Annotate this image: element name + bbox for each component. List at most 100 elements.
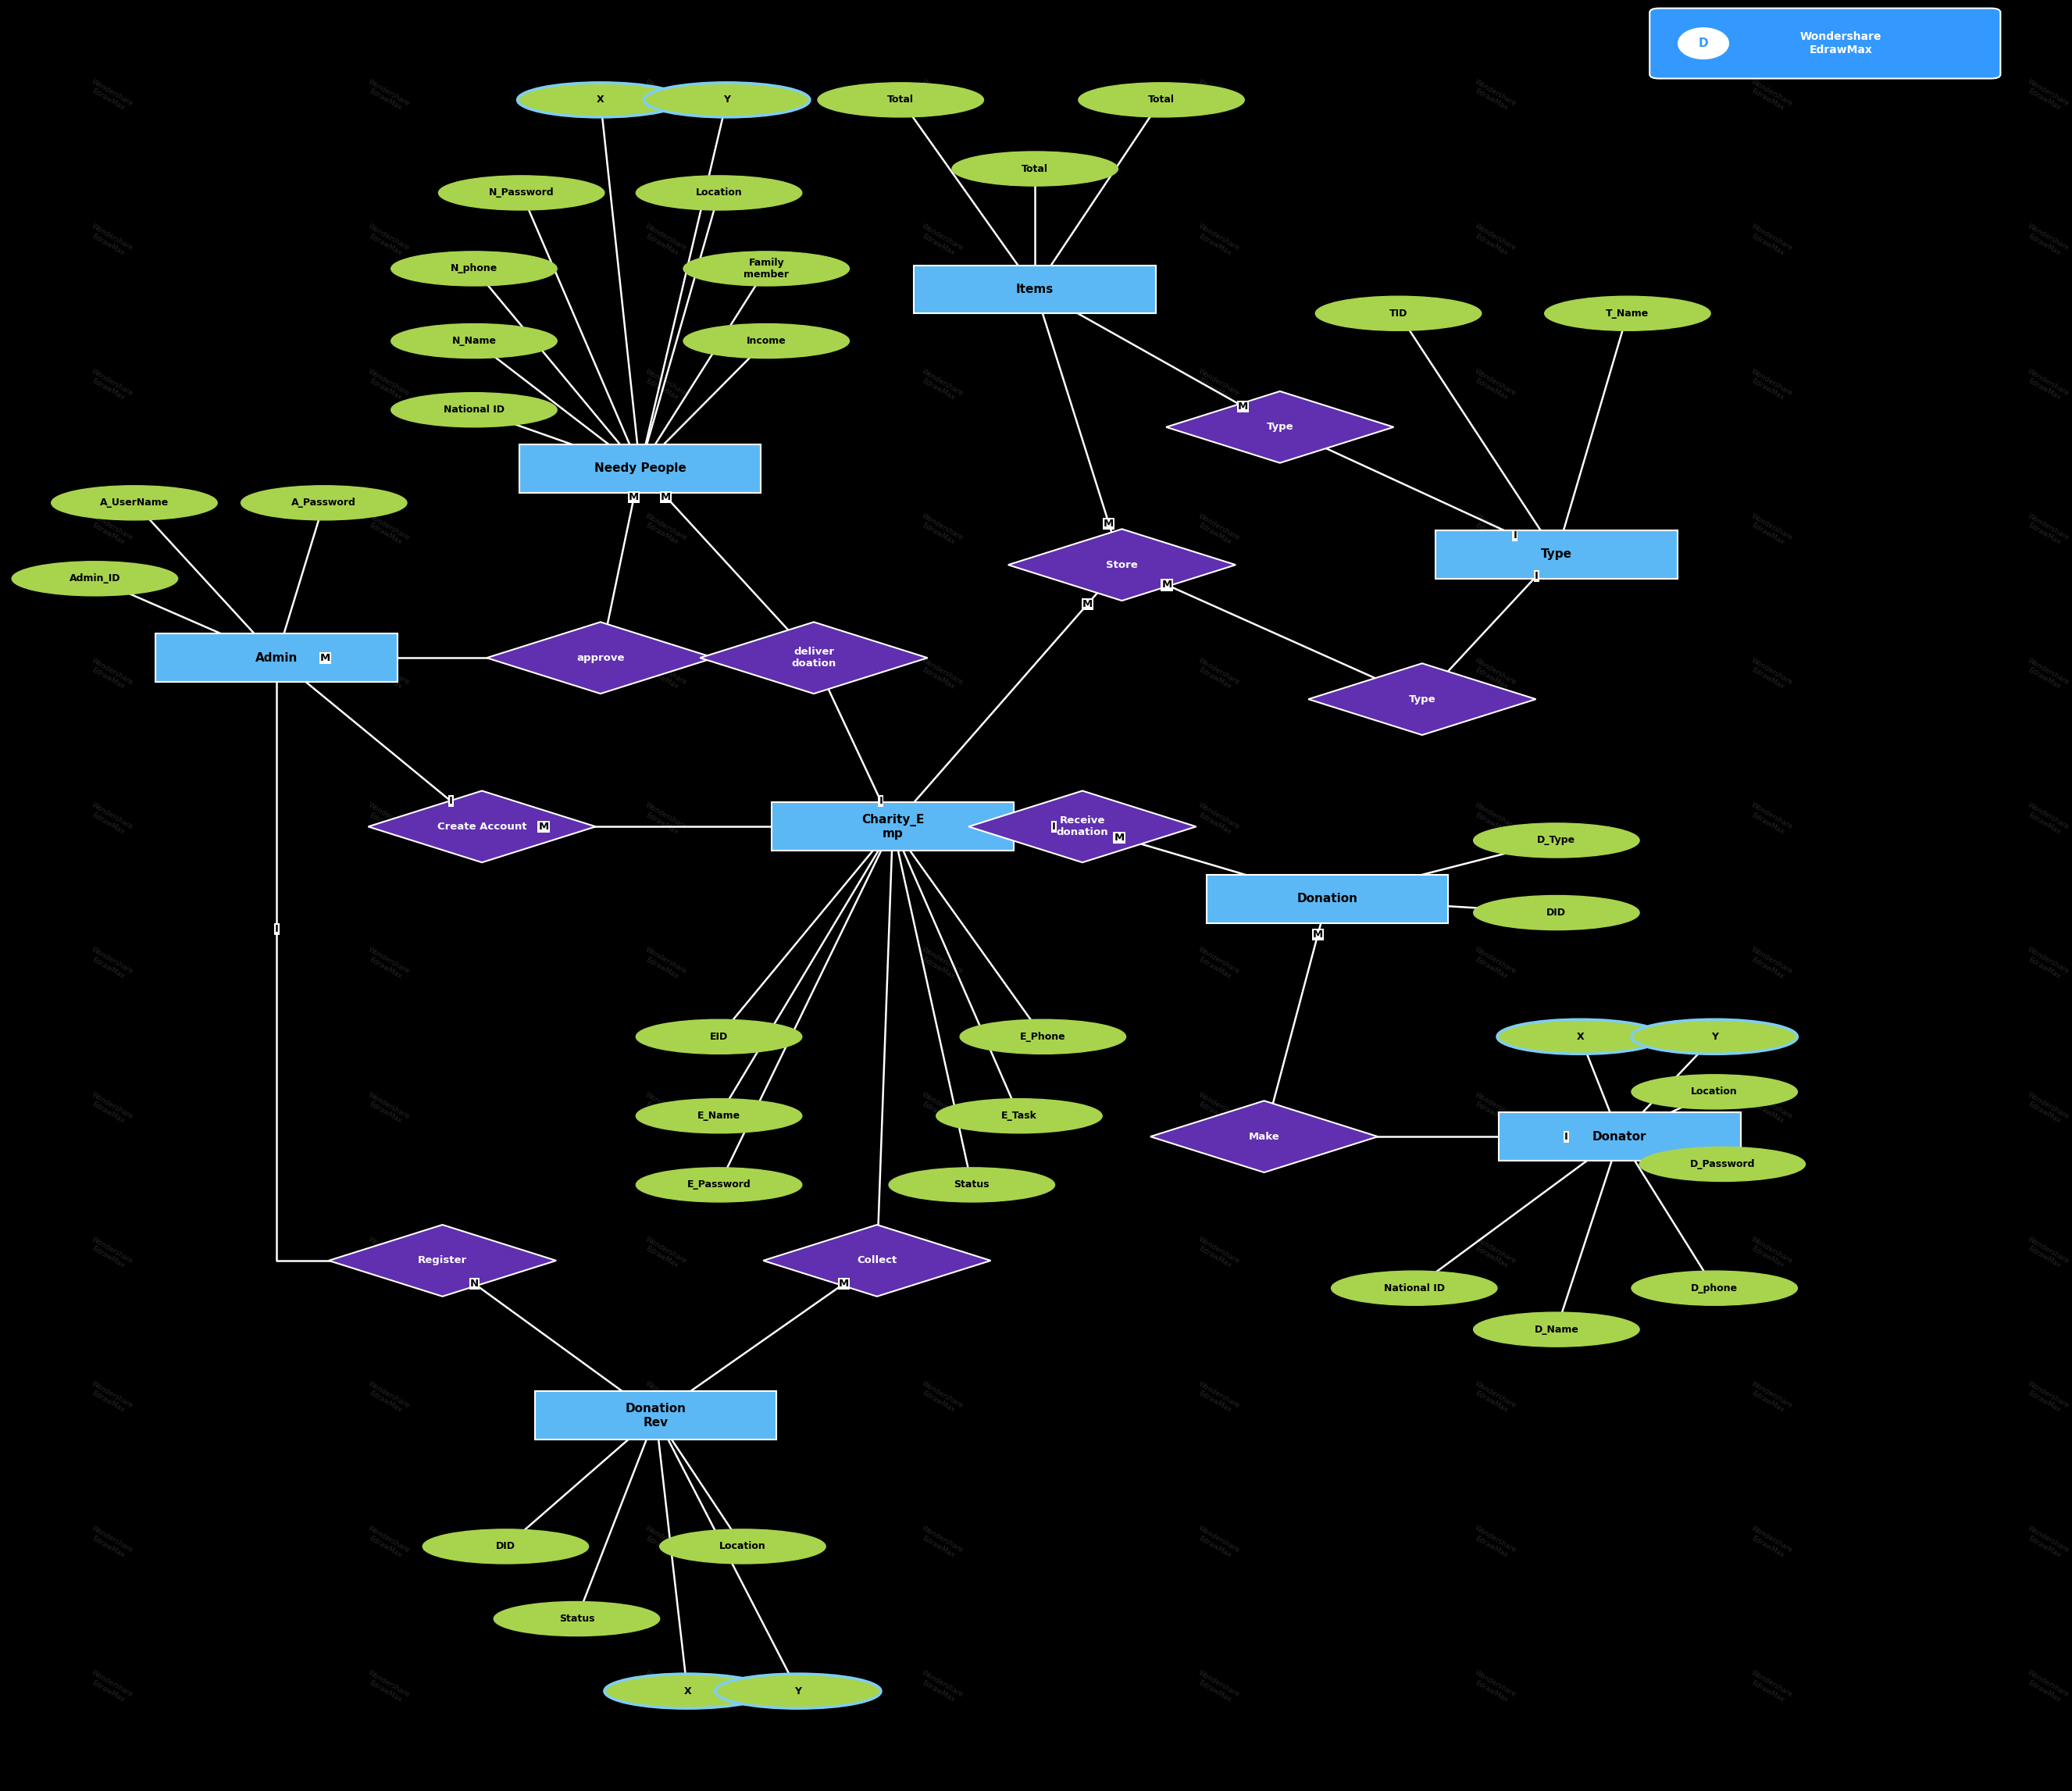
Text: Wondershare
EdrawMax: Wondershare EdrawMax xyxy=(1469,802,1517,838)
Text: Wondershare
EdrawMax: Wondershare EdrawMax xyxy=(87,946,135,983)
Text: Wondershare
EdrawMax: Wondershare EdrawMax xyxy=(1747,1381,1794,1417)
FancyBboxPatch shape xyxy=(1436,530,1678,578)
Text: Wondershare
EdrawMax: Wondershare EdrawMax xyxy=(640,1669,688,1705)
Text: Wondershare
EdrawMax: Wondershare EdrawMax xyxy=(1193,1381,1241,1417)
Text: Wondershare
EdrawMax: Wondershare EdrawMax xyxy=(1469,1381,1517,1417)
Text: X: X xyxy=(597,95,605,106)
Text: X: X xyxy=(1577,1032,1583,1042)
Polygon shape xyxy=(762,1225,990,1297)
Text: Wondershare
EdrawMax: Wondershare EdrawMax xyxy=(640,79,688,115)
Text: Wondershare
EdrawMax: Wondershare EdrawMax xyxy=(916,79,963,115)
Text: Wondershare
EdrawMax: Wondershare EdrawMax xyxy=(1469,222,1517,260)
Text: N: N xyxy=(470,1279,479,1290)
Text: Wondershare
EdrawMax: Wondershare EdrawMax xyxy=(1747,657,1794,693)
Text: EID: EID xyxy=(711,1032,727,1042)
Text: Wondershare
EdrawMax: Wondershare EdrawMax xyxy=(1469,79,1517,115)
Ellipse shape xyxy=(392,324,557,358)
Text: D_Password: D_Password xyxy=(1691,1159,1755,1170)
Ellipse shape xyxy=(951,152,1119,186)
Text: Wondershare
EdrawMax: Wondershare EdrawMax xyxy=(1747,1236,1794,1272)
Text: M: M xyxy=(1237,401,1247,412)
Text: TID: TID xyxy=(1390,308,1407,319)
Text: Wondershare
EdrawMax: Wondershare EdrawMax xyxy=(2022,1381,2070,1417)
Ellipse shape xyxy=(715,1675,881,1709)
Text: Donation: Donation xyxy=(1297,894,1357,904)
Text: Wondershare
EdrawMax: Wondershare EdrawMax xyxy=(87,1091,135,1127)
Text: Wondershare
EdrawMax: Wondershare EdrawMax xyxy=(1801,32,1881,56)
Ellipse shape xyxy=(1316,296,1481,331)
Text: Wondershare
EdrawMax: Wondershare EdrawMax xyxy=(1469,657,1517,693)
Ellipse shape xyxy=(1639,1146,1805,1182)
Text: Wondershare
EdrawMax: Wondershare EdrawMax xyxy=(87,657,135,693)
Ellipse shape xyxy=(1473,1313,1639,1347)
Text: I: I xyxy=(1564,1132,1569,1141)
Text: Wondershare
EdrawMax: Wondershare EdrawMax xyxy=(363,1236,410,1272)
FancyBboxPatch shape xyxy=(535,1392,777,1440)
Polygon shape xyxy=(1009,528,1235,600)
Ellipse shape xyxy=(423,1530,588,1564)
Text: Wondershare
EdrawMax: Wondershare EdrawMax xyxy=(1747,222,1794,260)
Text: Wondershare
EdrawMax: Wondershare EdrawMax xyxy=(916,512,963,548)
Text: Wondershare
EdrawMax: Wondershare EdrawMax xyxy=(1193,1236,1241,1272)
Text: I: I xyxy=(450,797,454,806)
Text: N_phone: N_phone xyxy=(450,263,497,274)
Ellipse shape xyxy=(518,82,684,116)
Text: Wondershare
EdrawMax: Wondershare EdrawMax xyxy=(640,657,688,693)
Text: Wondershare
EdrawMax: Wondershare EdrawMax xyxy=(1469,1524,1517,1562)
Ellipse shape xyxy=(1631,1075,1796,1109)
Text: Wondershare
EdrawMax: Wondershare EdrawMax xyxy=(640,1381,688,1417)
Text: Wondershare
EdrawMax: Wondershare EdrawMax xyxy=(916,802,963,838)
Text: Status: Status xyxy=(953,1180,990,1189)
Text: Create Account: Create Account xyxy=(437,822,526,831)
Text: M: M xyxy=(1162,580,1173,589)
Text: N_Password: N_Password xyxy=(489,188,553,199)
Ellipse shape xyxy=(636,1019,802,1053)
Text: Wondershare
EdrawMax: Wondershare EdrawMax xyxy=(363,657,410,693)
Ellipse shape xyxy=(1631,1019,1796,1053)
Text: Wondershare
EdrawMax: Wondershare EdrawMax xyxy=(916,1381,963,1417)
Text: Donation
Rev: Donation Rev xyxy=(626,1402,686,1427)
Text: Wondershare
EdrawMax: Wondershare EdrawMax xyxy=(916,1669,963,1705)
Text: Wondershare
EdrawMax: Wondershare EdrawMax xyxy=(87,1236,135,1272)
Text: Needy People: Needy People xyxy=(595,462,686,475)
Ellipse shape xyxy=(1473,824,1639,858)
Text: Y: Y xyxy=(1711,1032,1718,1042)
Text: Receive
donation: Receive donation xyxy=(1057,815,1109,838)
Ellipse shape xyxy=(937,1098,1102,1134)
Text: Status: Status xyxy=(559,1614,595,1624)
Text: Total: Total xyxy=(1148,95,1175,106)
Text: Wondershare
EdrawMax: Wondershare EdrawMax xyxy=(1193,946,1241,983)
Text: Type: Type xyxy=(1266,423,1293,432)
Ellipse shape xyxy=(636,1168,802,1202)
Text: A_Password: A_Password xyxy=(292,498,356,509)
Text: Wondershare
EdrawMax: Wondershare EdrawMax xyxy=(916,367,963,405)
Text: Type: Type xyxy=(1409,695,1436,704)
Text: Wondershare
EdrawMax: Wondershare EdrawMax xyxy=(1469,1236,1517,1272)
Text: D: D xyxy=(1699,38,1707,50)
Text: Wondershare
EdrawMax: Wondershare EdrawMax xyxy=(1747,1091,1794,1127)
Text: Wondershare
EdrawMax: Wondershare EdrawMax xyxy=(1747,1669,1794,1705)
Text: Wondershare
EdrawMax: Wondershare EdrawMax xyxy=(1747,1524,1794,1562)
Text: Items: Items xyxy=(1015,283,1055,296)
Text: Y: Y xyxy=(723,95,729,106)
Text: DID: DID xyxy=(1546,908,1566,917)
Ellipse shape xyxy=(1631,1272,1796,1306)
Text: National ID: National ID xyxy=(443,405,503,416)
Text: Wondershare
EdrawMax: Wondershare EdrawMax xyxy=(1747,512,1794,548)
Text: Wondershare
EdrawMax: Wondershare EdrawMax xyxy=(916,1236,963,1272)
Text: Wondershare
EdrawMax: Wondershare EdrawMax xyxy=(640,1524,688,1562)
Ellipse shape xyxy=(493,1601,659,1635)
Text: Wondershare
EdrawMax: Wondershare EdrawMax xyxy=(363,1091,410,1127)
Ellipse shape xyxy=(1077,82,1245,116)
Text: Store: Store xyxy=(1106,561,1138,570)
Text: Wondershare
EdrawMax: Wondershare EdrawMax xyxy=(916,1091,963,1127)
Text: Wondershare
EdrawMax: Wondershare EdrawMax xyxy=(363,367,410,405)
Ellipse shape xyxy=(644,82,810,116)
Text: M: M xyxy=(1082,598,1092,609)
Text: Wondershare
EdrawMax: Wondershare EdrawMax xyxy=(87,367,135,405)
Text: N_Name: N_Name xyxy=(452,337,497,346)
Text: Location: Location xyxy=(719,1542,767,1551)
FancyBboxPatch shape xyxy=(155,634,398,682)
Text: Wondershare
EdrawMax: Wondershare EdrawMax xyxy=(87,802,135,838)
Text: Wondershare
EdrawMax: Wondershare EdrawMax xyxy=(916,657,963,693)
